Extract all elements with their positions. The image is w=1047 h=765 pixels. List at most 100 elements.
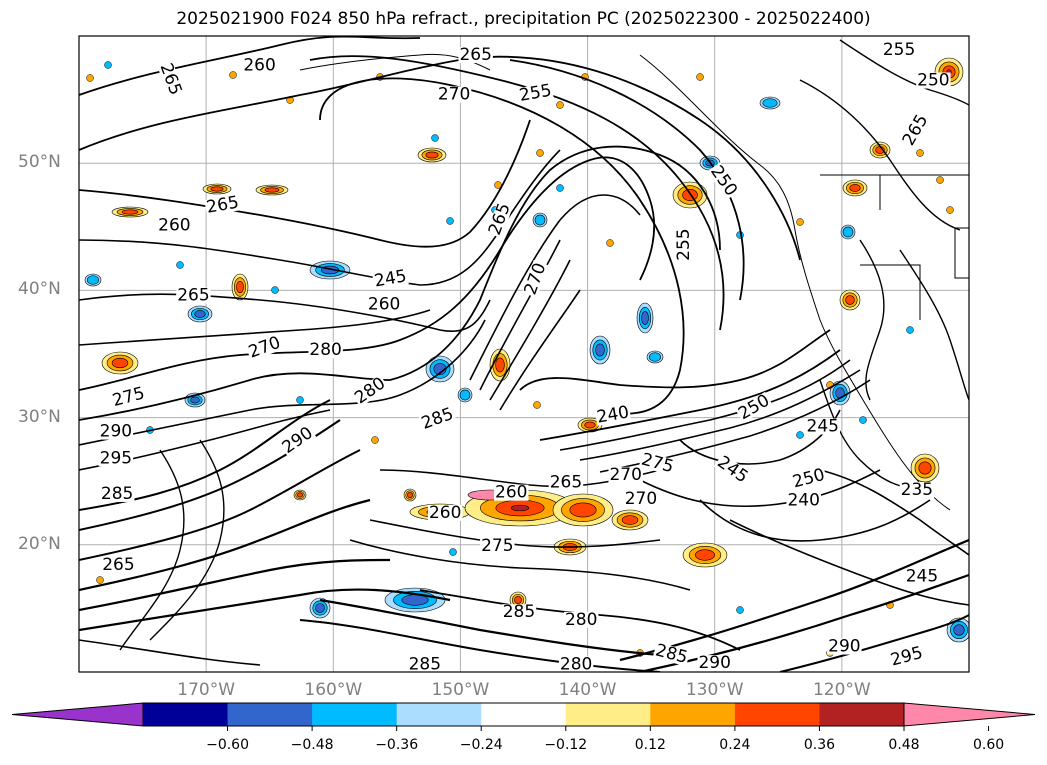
- precip-cell: [569, 502, 597, 518]
- contour-label-mask: [351, 374, 389, 408]
- contour-label: 265: [102, 555, 134, 575]
- colorbar-extend-high: [903, 702, 1036, 727]
- lon-label: 120°W: [812, 680, 871, 700]
- contour-label-mask: [501, 604, 537, 621]
- contour-label-mask: [904, 568, 940, 585]
- contour-line: [729, 519, 969, 606]
- precip-dot: [494, 181, 502, 189]
- precip-cell: [682, 188, 698, 202]
- contour-label-mask: [652, 642, 691, 667]
- contour-label-mask: [427, 505, 463, 521]
- precip-dot: [936, 176, 944, 184]
- contour-label: 280: [565, 610, 597, 630]
- contour-label-mask: [99, 485, 135, 502]
- contour-label: 270: [609, 465, 641, 485]
- contour-line: [79, 36, 421, 96]
- contour-label: 265: [550, 472, 582, 492]
- contour-label-mask: [713, 453, 752, 487]
- contour-label: 265: [459, 45, 491, 65]
- precip-dot: [916, 149, 924, 157]
- colorbar-segment: [734, 703, 820, 726]
- contour-label: 290: [698, 653, 730, 673]
- contour-label-mask: [887, 644, 926, 669]
- contour-label-mask: [548, 474, 584, 491]
- precip-cell: [264, 187, 280, 193]
- contour-label-mask: [558, 656, 594, 672]
- coastline: [299, 53, 969, 511]
- precip-dot: [556, 184, 564, 192]
- contour-label-mask: [786, 492, 821, 509]
- colorbar-segment: [819, 703, 905, 726]
- contour-line: [559, 359, 851, 451]
- precip-dot: [431, 134, 439, 142]
- contour-label-mask: [697, 655, 732, 672]
- colorbar-extend-low: [11, 702, 144, 727]
- contour-label-mask: [278, 424, 317, 457]
- colorbar-tick-label: 0.24: [719, 737, 751, 753]
- contour-label: 260: [158, 216, 190, 236]
- map-title: 2025021900 F024 850 hPa refract., precip…: [176, 9, 871, 29]
- contour-line: [639, 469, 881, 508]
- contour-line: [319, 598, 661, 657]
- contour-label-mask: [900, 111, 932, 150]
- contour-line: [349, 539, 691, 591]
- contour-label-mask: [407, 656, 443, 672]
- colorbar-tick-label: 0.36: [803, 737, 836, 753]
- contour-label: 260: [368, 294, 400, 314]
- contour-line: [509, 59, 745, 301]
- contour-label-mask: [458, 47, 493, 64]
- contour-label-mask: [638, 451, 677, 476]
- contour-label-mask: [176, 287, 211, 304]
- precip-cell: [514, 596, 522, 604]
- lon-label: 130°W: [685, 680, 744, 700]
- contour-label-mask: [436, 86, 472, 103]
- contour-label-mask: [522, 260, 549, 298]
- colorbar-segment: [312, 703, 398, 726]
- contour-label-mask: [486, 200, 514, 239]
- precip-cell: [849, 184, 861, 192]
- contour-label: 290: [828, 637, 860, 657]
- precip-dot: [446, 217, 454, 225]
- precip-dot: [906, 326, 914, 334]
- precip-dot: [946, 206, 954, 214]
- lon-label: 150°W: [431, 680, 490, 700]
- contour-label-mask: [242, 57, 277, 74]
- contour-line: [419, 589, 741, 651]
- map-frame: [78, 35, 970, 673]
- precip-cell: [641, 311, 649, 325]
- contour-line: [79, 558, 391, 612]
- contour-label: 295: [100, 448, 132, 468]
- contour-label-mask: [623, 491, 659, 508]
- precip-cell: [495, 357, 505, 373]
- contour-label-mask: [735, 391, 774, 423]
- lat-label: 50°N: [18, 152, 61, 173]
- contour-line: [699, 499, 931, 542]
- contour-label-mask: [157, 217, 192, 234]
- precip-cell: [918, 461, 932, 475]
- precip-cell: [695, 549, 715, 561]
- lon-label: 160°W: [304, 680, 363, 700]
- contour-label: 285: [409, 654, 441, 674]
- colorbar-frame: [142, 702, 905, 727]
- contour-line: [489, 259, 571, 401]
- contour-label: 265: [177, 285, 209, 305]
- precip-cell: [534, 214, 546, 226]
- colorbar-segment: [396, 703, 482, 726]
- precip-cell: [425, 151, 439, 159]
- contour-labels: 265 260 265 265 270 275 290 295 280 290 280 285 245 2…: [98, 40, 951, 674]
- precip-cell: [194, 310, 206, 318]
- precip-cell: [845, 295, 855, 305]
- contour-label-mask: [494, 484, 529, 501]
- lat-label: 40°N: [18, 279, 61, 300]
- lat-label: 30°N: [18, 406, 61, 427]
- precip-cell: [111, 357, 129, 369]
- contour-line: [149, 439, 225, 641]
- contour-label: 280: [560, 654, 592, 674]
- contour-label-mask: [109, 385, 148, 410]
- contour-label: 270: [438, 85, 470, 105]
- precip-dot: [796, 218, 804, 226]
- precip-cell: [236, 280, 244, 294]
- colorbar-segment: [227, 703, 313, 726]
- map-background: [79, 36, 969, 672]
- colorbar-tick-label: 0.12: [634, 737, 666, 753]
